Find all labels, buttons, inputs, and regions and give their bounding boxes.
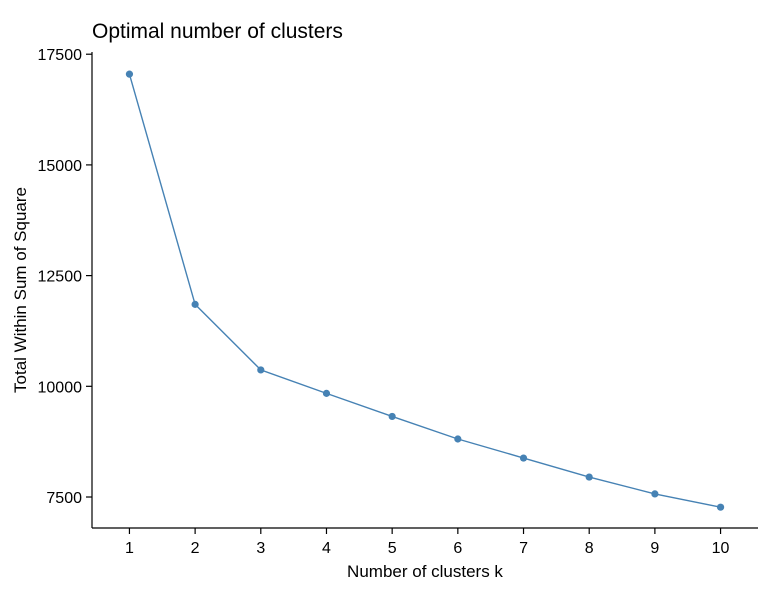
x-tick-label: 8 [585, 540, 594, 557]
x-tick-label: 4 [322, 540, 331, 557]
data-point [585, 473, 593, 481]
y-tick-label: 7500 [46, 490, 82, 507]
data-point [388, 412, 396, 421]
x-tick-label: 2 [191, 540, 200, 557]
data-point [716, 503, 725, 511]
x-axis-ticks: 1 2 3 4 5 6 7 8 9 10 [125, 528, 730, 557]
y-axis-label: Total Within Sum of Square [11, 187, 30, 393]
x-tick-label: 9 [650, 540, 659, 557]
data-point [125, 70, 134, 78]
plot-area: 7500 10000 12500 15000 17500 1 2 3 4 5 6 7 8 9 10 [38, 47, 758, 557]
y-tick-label: 17500 [38, 47, 83, 64]
x-tick-label: 3 [256, 540, 265, 557]
x-tick-label: 10 [712, 540, 730, 557]
data-point [191, 300, 199, 308]
y-tick-label: 10000 [38, 379, 83, 396]
chart-title: Optimal number of clusters [92, 20, 343, 43]
y-tick-label: 12500 [38, 269, 83, 286]
x-tick-label: 1 [125, 540, 134, 557]
y-axis-ticks: 7500 10000 12500 15000 17500 [38, 47, 92, 507]
data-point [519, 454, 528, 462]
x-tick-label: 6 [453, 540, 462, 557]
data-point [454, 435, 462, 443]
x-tick-label: 7 [519, 540, 528, 557]
series-line [128, 73, 721, 508]
data-point [257, 366, 265, 374]
series-group [125, 70, 725, 511]
data-point [651, 490, 659, 498]
x-axis-label: Number of clusters k [347, 562, 503, 581]
x-tick-label: 5 [388, 540, 397, 557]
data-point [322, 389, 331, 397]
y-tick-label: 15000 [38, 158, 83, 175]
